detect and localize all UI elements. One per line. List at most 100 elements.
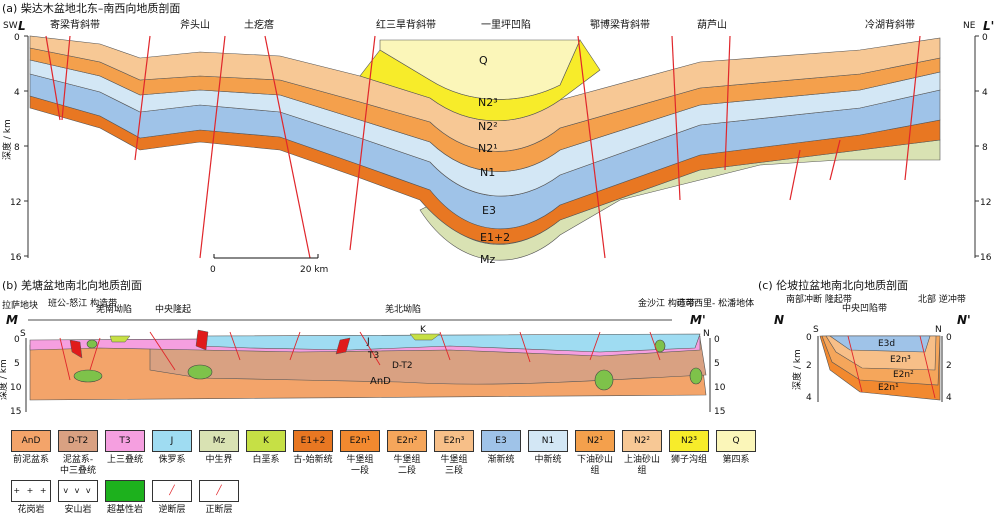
svg-text:2: 2 <box>806 361 812 371</box>
panel-c-cross-section: E3d E2n³ E2n² E2n¹ <box>819 335 941 401</box>
normal-fault-icon: ╱ <box>199 480 239 502</box>
svg-text:10: 10 <box>10 383 22 393</box>
svg-text:K: K <box>420 325 427 335</box>
unit-label: N2³ <box>478 96 498 109</box>
legend-item: E2n¹ 牛堡组 一段 <box>339 430 381 477</box>
svg-text:羌北坳陷: 羌北坳陷 <box>385 303 421 315</box>
legend-item: AnD 前泥盆系 <box>10 430 52 466</box>
svg-text:N: N <box>774 313 784 327</box>
svg-text:J: J <box>366 337 370 347</box>
panel-a-faults <box>45 35 921 259</box>
svg-text:4: 4 <box>946 393 952 403</box>
svg-text:8: 8 <box>982 143 988 153</box>
legend-item: + + + 花岗岩 <box>10 480 52 516</box>
svg-text:0: 0 <box>982 33 988 43</box>
legend-item: N1 中新统 <box>527 430 569 466</box>
ultramafic-swatch-icon <box>105 480 145 502</box>
svg-text:S: S <box>813 325 819 335</box>
svg-text:D-T2: D-T2 <box>392 361 413 371</box>
panel-a-end-left: L <box>18 19 26 33</box>
structure-label: 鄂博梁背斜带 <box>590 18 650 31</box>
svg-text:20 km: 20 km <box>300 265 328 275</box>
structure-label: 冷湖背斜带 <box>865 18 915 31</box>
legend-item: J 侏罗系 <box>151 430 193 466</box>
legend-item: Mz 中生界 <box>198 430 240 466</box>
legend-item: v v v 安山岩 <box>57 480 99 516</box>
svg-text:E2n¹: E2n¹ <box>878 383 899 393</box>
svg-text:0: 0 <box>14 335 20 345</box>
svg-text:AnD: AnD <box>370 376 391 387</box>
svg-text:2: 2 <box>946 361 952 371</box>
svg-text:深度 / km: 深度 / km <box>0 359 9 400</box>
legend-item: N2² 上油砂山组 <box>621 430 663 477</box>
unit-label: Mz <box>480 253 495 266</box>
panel-b-zone-labels: 拉萨地块 班公-怒江 构造带 羌南坳陷 中央隆起 羌北坳陷 金沙江 构造带 可可… <box>2 297 754 315</box>
svg-text:E2n²: E2n² <box>893 370 914 380</box>
panel-b-end-right: M' <box>690 313 706 327</box>
svg-text:15: 15 <box>714 407 725 417</box>
panel-a-dir-left: SW <box>3 21 18 31</box>
panel-a-cross-section: Q N2³ N2² N2¹ N1 E3 E1+2 Mz 0 20 km <box>29 35 941 275</box>
svg-text:4: 4 <box>806 393 812 403</box>
legend-item: K 白垩系 <box>245 430 287 466</box>
legend-item: N2³ 狮子沟组 <box>668 430 710 466</box>
svg-text:4: 4 <box>982 88 988 98</box>
panel-b-faults <box>59 331 661 381</box>
svg-text:S: S <box>20 329 26 339</box>
svg-text:N: N <box>935 325 942 335</box>
svg-text:0: 0 <box>714 335 720 345</box>
svg-text:深度 / km: 深度 / km <box>1 119 13 160</box>
panel-b-cross-section: J K T3 D-T2 AnD <box>29 325 707 401</box>
svg-text:E3d: E3d <box>878 339 895 349</box>
structure-label: 土疙瘩 <box>244 18 274 31</box>
svg-text:中央凹陷带: 中央凹陷带 <box>842 302 887 314</box>
unit-label: E1+2 <box>480 231 510 244</box>
legend-item: Q 第四系 <box>715 430 757 466</box>
legend-item: E2n² 牛堡组 二段 <box>386 430 428 477</box>
unit-label: N2² <box>478 120 498 133</box>
svg-text:南部冲断 隆起带: 南部冲断 隆起带 <box>786 293 852 305</box>
unit-label: N1 <box>480 166 495 179</box>
structure-label: 一里坪凹陷 <box>481 18 531 31</box>
svg-text:5: 5 <box>714 359 720 369</box>
panel-c-title: (c) 伦坡拉盆地南北向地质剖面 <box>758 278 908 292</box>
svg-text:0: 0 <box>14 33 20 43</box>
svg-text:12: 12 <box>980 198 991 208</box>
legend-item: E1+2 古-始新统 <box>292 430 334 466</box>
svg-text:0: 0 <box>806 333 812 343</box>
svg-text:N': N' <box>957 313 971 327</box>
legend-item: E3 渐新统 <box>480 430 522 466</box>
thrust-fault-icon: ╱ <box>152 480 192 502</box>
svg-text:可可西里- 松潘地体: 可可西里- 松潘地体 <box>676 297 754 309</box>
panel-a-scale-bar: 0 20 km <box>210 254 328 275</box>
legend-item: 超基性岩 <box>104 480 146 516</box>
granite-pattern-icon: + + + <box>11 480 51 502</box>
svg-text:15: 15 <box>10 407 21 417</box>
andesite-pattern-icon: v v v <box>58 480 98 502</box>
panel-c-depth-axis: 0 2 4 深度 / km 0 2 4 <box>791 333 952 403</box>
svg-text:T3: T3 <box>367 351 379 361</box>
svg-text:E2n³: E2n³ <box>890 355 911 365</box>
legend-item: ╱ 正断层 <box>198 480 240 516</box>
panel-a-depth-axis: 0 4 8 12 16 深度 / km <box>1 33 29 263</box>
svg-text:8: 8 <box>14 143 20 153</box>
legend-item: D-T2 泥盆系- 中三叠统 <box>57 430 99 477</box>
panel-a-dir-right: NE <box>963 21 976 31</box>
svg-text:12: 12 <box>10 198 21 208</box>
legend-item: ╱ 逆断层 <box>151 480 193 516</box>
svg-text:北部 逆冲带: 北部 逆冲带 <box>918 293 966 305</box>
svg-text:深度 / km: 深度 / km <box>791 349 803 390</box>
legend-item: N2¹ 下油砂山组 <box>574 430 616 477</box>
svg-text:金沙江 构造带: 金沙江 构造带 <box>638 297 695 309</box>
svg-text:0: 0 <box>210 265 216 275</box>
structure-label: 寄梁背斜带 <box>50 18 100 31</box>
svg-text:16: 16 <box>10 253 22 263</box>
unit-label: N2¹ <box>478 142 498 155</box>
svg-text:4: 4 <box>14 88 20 98</box>
svg-text:班公-怒江 构造带: 班公-怒江 构造带 <box>48 297 117 309</box>
svg-text:羌南坳陷: 羌南坳陷 <box>96 303 132 315</box>
svg-text:N: N <box>703 329 710 339</box>
svg-text:拉萨地块: 拉萨地块 <box>2 299 38 311</box>
